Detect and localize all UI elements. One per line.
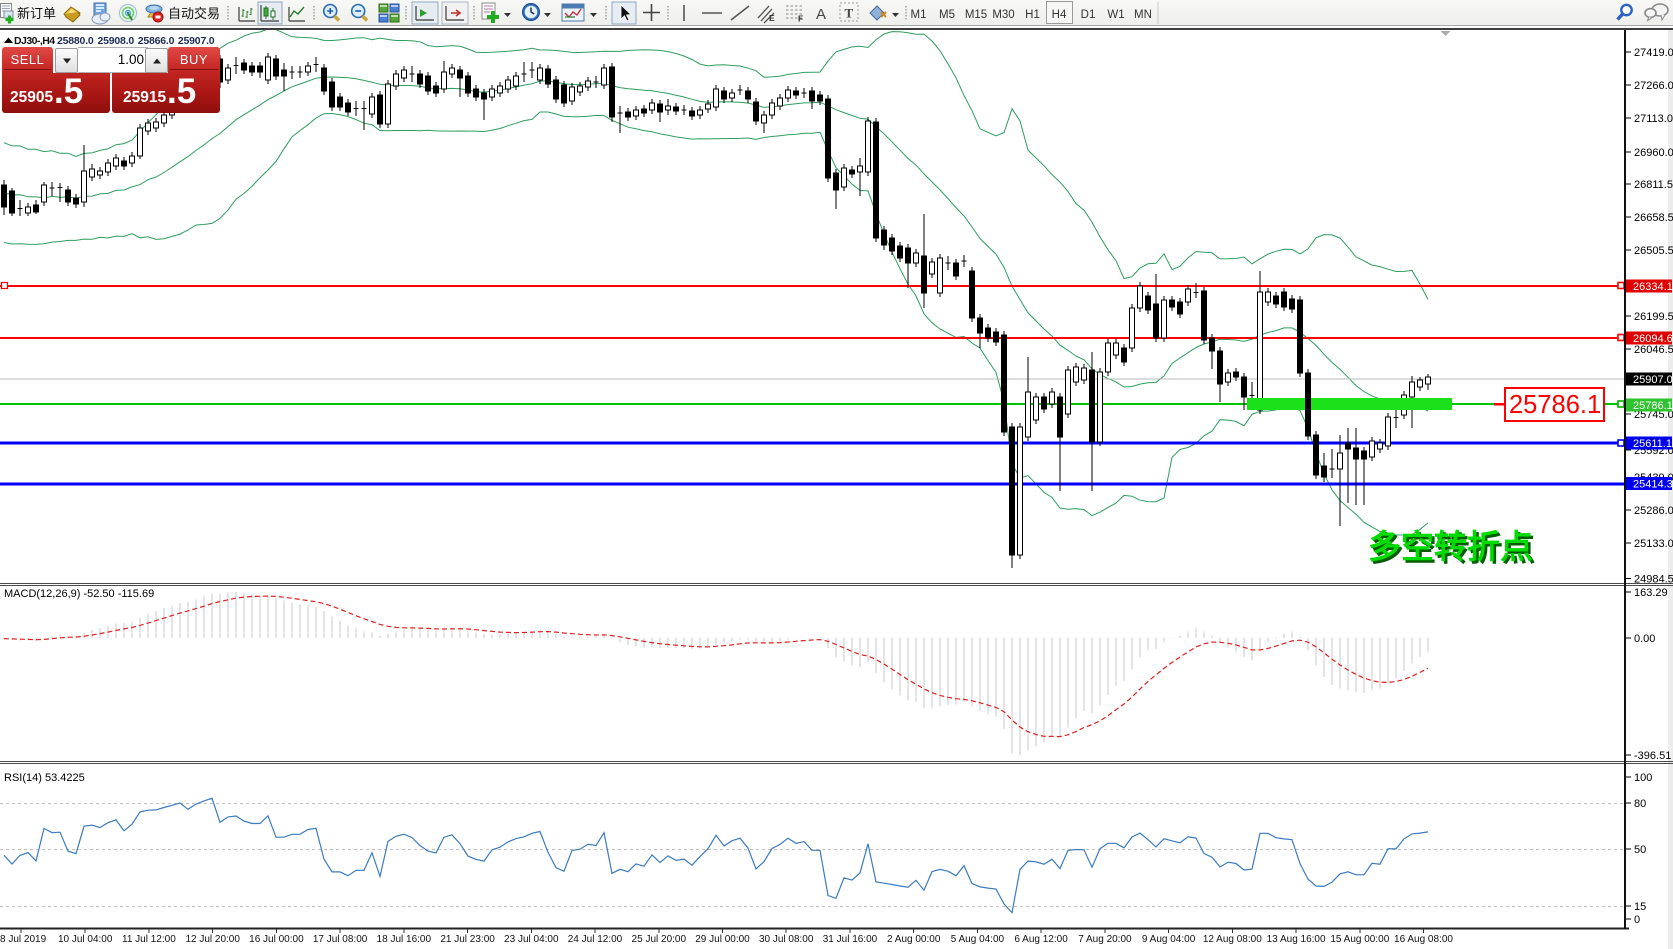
svg-text:F: F	[798, 14, 803, 24]
svg-text:25414.3: 25414.3	[1633, 479, 1673, 491]
svg-text:0.00: 0.00	[1634, 633, 1655, 645]
svg-text:10 Jul 04:00: 10 Jul 04:00	[58, 934, 113, 945]
svg-text:D1: D1	[1081, 9, 1096, 21]
svg-text:25880.0: 25880.0	[57, 35, 94, 47]
svg-text:12 Aug 08:00: 12 Aug 08:00	[1203, 934, 1262, 945]
svg-text:25786.1: 25786.1	[1509, 391, 1601, 419]
svg-text:16 Jul 00:00: 16 Jul 00:00	[249, 934, 304, 945]
svg-text:100: 100	[1634, 772, 1652, 784]
svg-text:2 Aug 00:00: 2 Aug 00:00	[887, 934, 941, 945]
svg-text:RSI(14) 53.4225: RSI(14) 53.4225	[4, 772, 85, 784]
svg-text:26505.5: 26505.5	[1634, 245, 1673, 257]
svg-text:24984.5: 24984.5	[1634, 574, 1673, 586]
svg-text:6 Aug 12:00: 6 Aug 12:00	[1014, 934, 1068, 945]
svg-text:13 Aug 16:00: 13 Aug 16:00	[1267, 934, 1326, 945]
svg-text:9 Aug 04:00: 9 Aug 04:00	[1142, 934, 1196, 945]
svg-text:11 Jul 12:00: 11 Jul 12:00	[122, 934, 176, 945]
svg-text:23 Jul 04:00: 23 Jul 04:00	[504, 934, 559, 945]
svg-text:25866.0: 25866.0	[138, 35, 175, 47]
svg-text:0: 0	[1634, 914, 1640, 926]
svg-text:29 Jul 00:00: 29 Jul 00:00	[695, 934, 750, 945]
svg-text:27113.0: 27113.0	[1634, 113, 1673, 125]
svg-text:26658.5: 26658.5	[1634, 212, 1673, 224]
svg-text:24 Jul 12:00: 24 Jul 12:00	[568, 934, 623, 945]
svg-text:E: E	[769, 13, 775, 23]
svg-text:W1: W1	[1107, 9, 1124, 21]
svg-text:25907.0: 25907.0	[1633, 374, 1673, 386]
svg-text:5 Aug 04:00: 5 Aug 04:00	[951, 934, 1005, 945]
svg-text:26094.6: 26094.6	[1633, 333, 1673, 345]
svg-text:16 Aug 08:00: 16 Aug 08:00	[1394, 934, 1453, 945]
svg-text:T: T	[845, 6, 854, 21]
svg-text:26811.5: 26811.5	[1634, 179, 1673, 191]
svg-text:15: 15	[1634, 901, 1646, 913]
svg-text:25133.0: 25133.0	[1634, 538, 1673, 550]
svg-text:18 Jul 16:00: 18 Jul 16:00	[377, 934, 432, 945]
svg-text:25611.1: 25611.1	[1633, 438, 1672, 450]
svg-text:7 Aug 20:00: 7 Aug 20:00	[1078, 934, 1132, 945]
svg-text:21 Jul 23:00: 21 Jul 23:00	[440, 934, 495, 945]
svg-text:26960.0: 26960.0	[1634, 147, 1673, 159]
svg-text:15 Aug 00:00: 15 Aug 00:00	[1330, 934, 1389, 945]
svg-text:-396.51: -396.51	[1634, 750, 1671, 762]
svg-text:H4: H4	[1052, 9, 1067, 21]
svg-text:25745.0: 25745.0	[1634, 409, 1673, 421]
svg-text:12 Jul 20:00: 12 Jul 20:00	[185, 934, 240, 945]
svg-text:8 Jul 2019: 8 Jul 2019	[0, 934, 47, 945]
svg-text:DJ30-,H4: DJ30-,H4	[14, 35, 55, 47]
svg-text:27419.0: 27419.0	[1634, 47, 1673, 59]
svg-text:25286.0: 25286.0	[1634, 505, 1673, 517]
svg-text:M5: M5	[939, 9, 955, 21]
svg-text:17 Jul 08:00: 17 Jul 08:00	[313, 934, 368, 945]
svg-text:多空转折点: 多空转折点	[1368, 528, 1533, 565]
svg-text:31 Jul 16:00: 31 Jul 16:00	[823, 934, 878, 945]
svg-text:新订单: 新订单	[17, 6, 56, 21]
svg-text:27266.0: 27266.0	[1634, 80, 1673, 92]
svg-text:25 Jul 20:00: 25 Jul 20:00	[632, 934, 687, 945]
svg-text:26046.5: 26046.5	[1634, 344, 1673, 356]
svg-text:M15: M15	[965, 9, 987, 21]
svg-text:80: 80	[1634, 798, 1646, 810]
svg-text:M30: M30	[992, 9, 1014, 21]
svg-text:26334.1: 26334.1	[1633, 281, 1673, 293]
svg-text:25907.0: 25907.0	[178, 35, 215, 47]
svg-text:163.29: 163.29	[1634, 587, 1668, 599]
svg-text:自动交易: 自动交易	[168, 6, 220, 21]
svg-text:26199.5: 26199.5	[1634, 311, 1673, 323]
svg-text:MACD(12,26,9) -52.50 -115.69: MACD(12,26,9) -52.50 -115.69	[4, 588, 154, 600]
svg-text:MN: MN	[1134, 9, 1152, 21]
svg-text:25908.0: 25908.0	[98, 35, 135, 47]
svg-text:多空转折点: 多空转折点	[1371, 531, 1536, 568]
svg-text:25786.1: 25786.1	[1633, 400, 1673, 412]
svg-text:M1: M1	[911, 9, 927, 21]
svg-text:50: 50	[1634, 844, 1646, 856]
svg-text:A: A	[816, 6, 826, 23]
svg-text:H1: H1	[1025, 9, 1040, 21]
svg-text:30 Jul 08:00: 30 Jul 08:00	[759, 934, 814, 945]
